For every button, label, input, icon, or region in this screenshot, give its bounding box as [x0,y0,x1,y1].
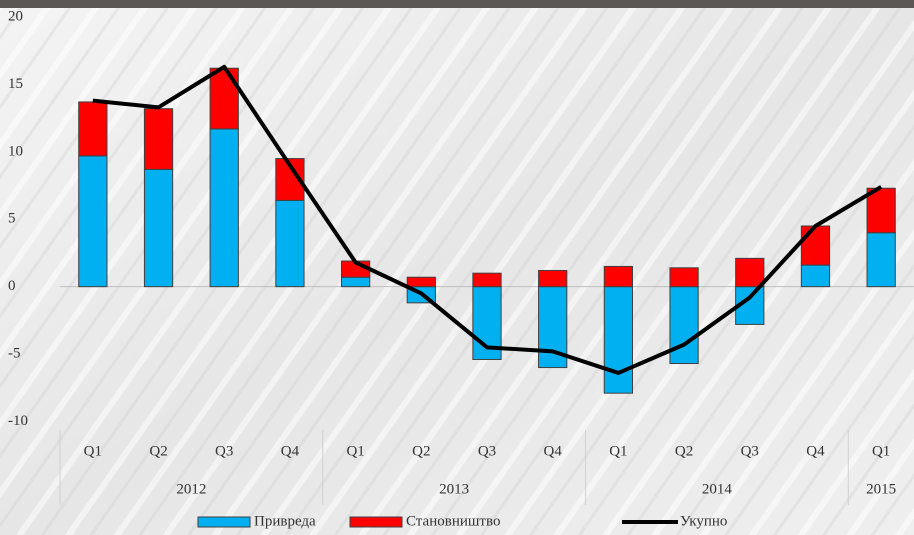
x-tick-label: Q1 [609,443,627,459]
legend-label: Укупно [680,513,727,529]
x-tick-label: Q1 [84,443,102,459]
x-tick-label: Q3 [215,443,233,459]
x-tick-label: Q4 [281,443,300,459]
bar [538,269,568,288]
bar [735,257,765,288]
y-tick-label: 5 [8,211,16,227]
x-tick-label: Q2 [675,443,693,459]
bar [209,67,239,130]
y-tick-label: -10 [8,413,28,429]
bar [866,232,896,288]
group-label: 2015 [866,481,896,497]
y-tick-label: 10 [8,143,23,159]
x-tick-label: Q4 [806,443,825,459]
bar [78,101,108,157]
bar [669,286,699,365]
x-tick-label: Q4 [544,443,563,459]
bar [78,155,108,288]
x-tick-label: Q3 [741,443,759,459]
bar [800,264,831,288]
x-tick-label: Q1 [872,443,890,459]
bar [472,272,502,288]
line [92,64,883,375]
group-label: 2014 [702,481,733,497]
bar [603,265,634,288]
bar [406,276,436,288]
bar [143,108,174,170]
top-band [0,0,914,8]
bar [866,187,896,234]
x-tick-label: Q3 [478,443,496,459]
y-tick-label: -5 [8,346,21,362]
bar [275,199,305,288]
group-label: 2013 [439,481,469,497]
group-label: 2012 [176,481,206,497]
legend-swatch [349,516,403,528]
bar [143,168,174,288]
x-tick-label: Q2 [149,443,167,459]
bar [209,128,239,288]
bar [603,286,634,394]
bar [340,276,371,288]
y-tick-label: 0 [8,278,16,294]
legend-label: Становништво [406,513,500,529]
x-tick-label: Q2 [412,443,430,459]
bar [800,225,831,266]
x-tick-label: Q1 [346,443,364,459]
y-tick-label: 20 [8,8,23,24]
bar [669,267,699,288]
y-tick-label: 15 [8,76,23,92]
legend-swatch [197,516,251,528]
legend-label: Привреда [254,513,316,529]
